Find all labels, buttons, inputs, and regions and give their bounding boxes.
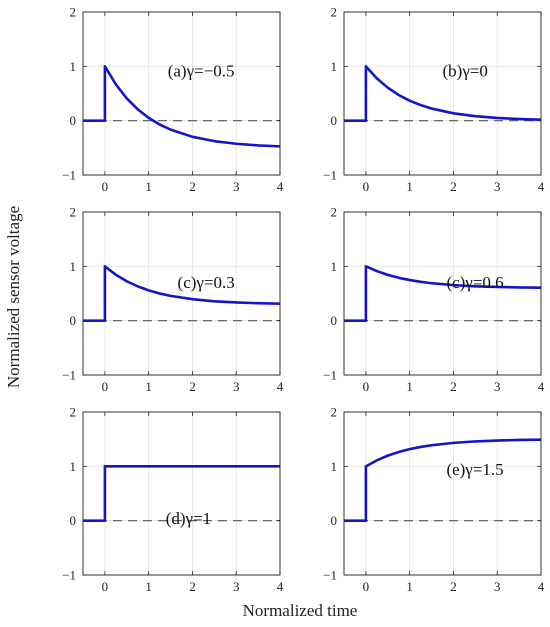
- x-tick-label: 2: [189, 179, 196, 194]
- x-tick-label: 3: [494, 579, 501, 594]
- x-tick-label: 2: [450, 379, 457, 394]
- response-curve: [83, 265, 281, 322]
- panel-6: 0 1 2 3 4 −1 0 1 2 (e)γ=1.5: [323, 405, 545, 595]
- y-tick-label: 0: [331, 313, 338, 328]
- y-tick-label: −1: [323, 368, 337, 383]
- x-tick-label: 1: [145, 379, 152, 394]
- panel-2: 0 1 2 3 4 −1 0 1 2 (b)γ=0: [323, 5, 545, 195]
- y-tick-label: 1: [331, 459, 338, 474]
- panel-annotation: (c)γ=0.3: [178, 273, 235, 292]
- x-tick-label: 0: [363, 379, 370, 394]
- axes-frame: [82, 411, 281, 576]
- y-tick-label: −1: [62, 568, 76, 583]
- y-tick-label: 2: [70, 405, 77, 420]
- panel-annotation: (e)γ=1.5: [446, 460, 503, 479]
- x-tick-label: 1: [406, 179, 413, 194]
- x-tick-label: 2: [189, 379, 196, 394]
- y-tick-label: 0: [70, 113, 77, 128]
- y-tick-label: 1: [70, 259, 77, 274]
- x-tick-label: 0: [102, 579, 109, 594]
- response-curve: [344, 265, 542, 322]
- panel-annotation: (b)γ=0: [443, 62, 488, 81]
- x-tick-label: 4: [277, 179, 284, 194]
- panel-annotation: (a)γ=−0.5: [168, 62, 235, 81]
- y-tick-label: 2: [70, 5, 77, 20]
- x-tick-label: 4: [277, 379, 284, 394]
- y-tick-label: 1: [70, 59, 77, 74]
- x-tick-label: 1: [406, 579, 413, 594]
- y-tick-label: 0: [70, 313, 77, 328]
- x-tick-label: 1: [406, 379, 413, 394]
- axes-frame: [343, 411, 542, 576]
- y-tick-label: 0: [331, 513, 338, 528]
- y-tick-label: −1: [323, 168, 337, 183]
- x-tick-label: 2: [189, 579, 196, 594]
- panel-1: 0 1 2 3 4 −1 0 1 2 (a)γ=−0.5: [62, 5, 284, 195]
- panel-annotation: (c)γ=0.6: [446, 273, 503, 292]
- axes-frame: [343, 11, 542, 176]
- axes-frame: [82, 211, 281, 376]
- x-tick-label: 4: [277, 579, 284, 594]
- x-tick-label: 1: [145, 579, 152, 594]
- response-curve: [344, 438, 542, 522]
- y-tick-label: 2: [331, 5, 338, 20]
- response-curve: [344, 65, 542, 122]
- response-curve: [83, 465, 280, 522]
- x-tick-label: 0: [102, 379, 109, 394]
- x-tick-label: 0: [363, 579, 370, 594]
- x-tick-label: 0: [102, 179, 109, 194]
- panel-3: 0 1 2 3 4 −1 0 1 2 (c)γ=0.3: [62, 205, 284, 395]
- axes-frame: [343, 211, 542, 376]
- x-tick-label: 4: [538, 179, 545, 194]
- panel-annotation: (d)γ=1: [166, 509, 211, 528]
- y-tick-label: 2: [331, 205, 338, 220]
- x-tick-label: 2: [450, 579, 457, 594]
- y-tick-label: 0: [70, 513, 77, 528]
- y-tick-label: 2: [70, 205, 77, 220]
- y-tick-label: −1: [62, 168, 76, 183]
- x-tick-label: 3: [233, 579, 240, 594]
- y-tick-label: −1: [323, 568, 337, 583]
- x-axis-title: Normalized time: [243, 601, 358, 620]
- response-curve: [83, 65, 281, 148]
- x-tick-label: 4: [538, 579, 545, 594]
- panel-5: 0 1 2 3 4 −1 0 1 2 (d)γ=1: [62, 405, 284, 595]
- axes-frame: [82, 11, 281, 176]
- x-tick-label: 4: [538, 379, 545, 394]
- y-tick-label: 1: [70, 459, 77, 474]
- y-tick-label: 0: [331, 113, 338, 128]
- x-tick-label: 2: [450, 179, 457, 194]
- panel-4: 0 1 2 3 4 −1 0 1 2 (c)γ=0.6: [323, 205, 545, 395]
- y-tick-label: 1: [331, 259, 338, 274]
- y-tick-label: 2: [331, 405, 338, 420]
- x-tick-label: 3: [494, 379, 501, 394]
- y-axis-title: Normalized sensor voltage: [4, 206, 23, 388]
- x-tick-label: 3: [233, 379, 240, 394]
- y-tick-label: 1: [331, 59, 338, 74]
- x-tick-label: 0: [363, 179, 370, 194]
- x-tick-label: 1: [145, 179, 152, 194]
- y-tick-label: −1: [62, 368, 76, 383]
- x-tick-label: 3: [494, 179, 501, 194]
- x-tick-label: 3: [233, 179, 240, 194]
